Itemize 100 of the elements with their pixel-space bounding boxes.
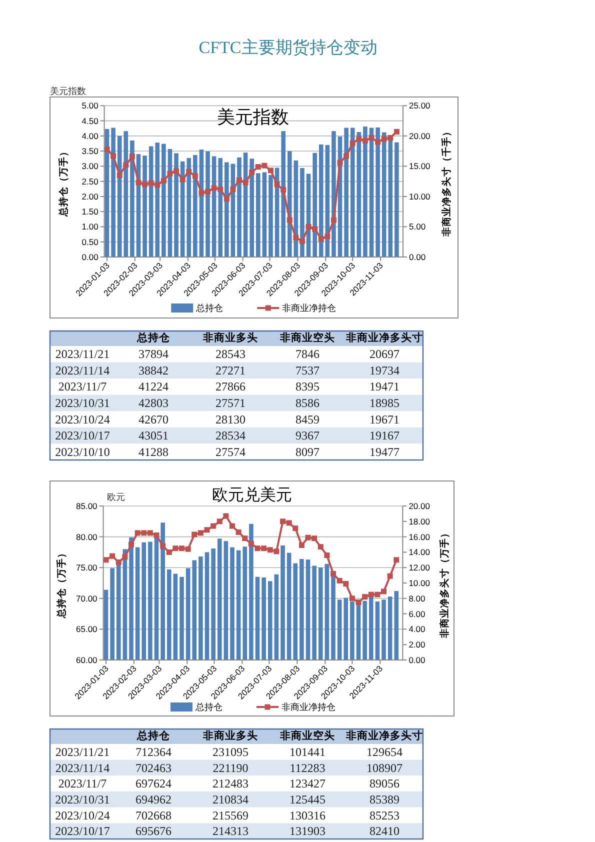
data-label: 702668 — [136, 808, 172, 822]
chart-title: 美元指数 — [217, 107, 289, 127]
data-label: 101441 — [290, 744, 326, 759]
legend-label: 非商业净持仓 — [282, 303, 336, 313]
y-tick-label: 2023/11/14 — [55, 363, 110, 378]
point — [293, 234, 299, 240]
point — [103, 557, 109, 563]
y-tick-label: 2023/11/21 — [55, 744, 110, 759]
y-tick-label: 3.00 — [82, 161, 99, 172]
point — [336, 578, 342, 584]
data-label: 85253 — [370, 808, 400, 822]
data-label: 19671 — [370, 412, 400, 426]
point — [349, 596, 355, 602]
chart-title: 欧元兑美元 — [212, 486, 292, 504]
point — [305, 534, 311, 540]
data-label: 89056 — [370, 776, 400, 791]
point — [324, 234, 330, 240]
y-tick-label: 2023/11/7 — [58, 776, 107, 791]
data-label: 221190 — [212, 760, 248, 775]
y-tick-label: 65.00 — [76, 624, 98, 634]
bar — [350, 128, 355, 257]
y-tick-label: 80.00 — [76, 532, 98, 542]
data-label: 694962 — [136, 792, 172, 806]
bar — [111, 128, 116, 257]
data-label: 20697 — [370, 347, 400, 362]
data-label: 214313 — [212, 824, 248, 838]
point — [160, 543, 166, 549]
y-tick-label: 2023/10/24 — [55, 808, 110, 822]
point — [280, 518, 286, 524]
point — [192, 532, 198, 538]
x-tick-label: 非商业多头 — [202, 729, 258, 742]
y2-axis-title: 非商业净多头寸（万手） — [438, 528, 450, 639]
point — [286, 520, 292, 526]
data-label: 112283 — [290, 760, 326, 775]
legend-label: 非商业净持仓 — [282, 702, 336, 712]
y-axis-title: 总持仓（万手） — [56, 548, 68, 619]
point — [394, 557, 400, 563]
x-tick-label: 非商业空头 — [279, 729, 335, 742]
point — [381, 136, 387, 142]
point — [180, 176, 186, 182]
y-tick-label: 60.00 — [76, 655, 98, 665]
point — [116, 559, 122, 565]
point — [204, 527, 210, 533]
y2-tick-label: 10.00 — [409, 191, 431, 202]
y2-tick-label: 18.00 — [408, 516, 430, 526]
point — [267, 547, 273, 553]
point — [123, 162, 129, 168]
data-label: 42670 — [138, 412, 168, 426]
y2-tick-label: 15.00 — [409, 161, 431, 172]
point — [236, 177, 242, 183]
point — [344, 153, 350, 159]
data-label: 37894 — [138, 347, 168, 362]
point — [122, 554, 128, 560]
point — [268, 168, 274, 174]
point — [172, 546, 178, 552]
point — [205, 188, 211, 194]
bar — [155, 142, 160, 257]
bar — [237, 157, 242, 257]
bar — [394, 142, 399, 257]
data-label: 41224 — [138, 380, 168, 394]
point — [280, 187, 286, 193]
data-label: 108907 — [366, 760, 402, 775]
point — [192, 173, 198, 179]
point — [292, 526, 298, 532]
point — [248, 540, 254, 546]
x-tick-label: 非商业多头 — [202, 331, 258, 344]
y-tick-label: 2023/11/21 — [55, 347, 110, 362]
data-label: 38842 — [138, 363, 168, 378]
point — [298, 542, 304, 548]
point — [337, 160, 343, 166]
bar — [193, 155, 198, 257]
point — [387, 573, 393, 579]
point — [179, 546, 185, 552]
point — [375, 139, 381, 145]
point — [141, 530, 147, 536]
bar — [256, 173, 260, 257]
y2-tick-label: 20.00 — [409, 130, 431, 141]
bar — [281, 131, 286, 257]
data-label: 9367 — [296, 428, 320, 443]
bar — [206, 151, 210, 257]
x-tick-label: 非商业净多头寸 — [345, 729, 423, 742]
y2-tick-label: 10.00 — [408, 578, 430, 588]
legend-label: 总持仓 — [195, 303, 224, 313]
bar — [287, 151, 292, 257]
point — [368, 135, 374, 141]
y-tick-label: 3.50 — [82, 146, 99, 156]
y-tick-label: 5.00 — [82, 100, 99, 111]
data-label: 123427 — [290, 776, 326, 791]
point — [356, 136, 362, 142]
point — [388, 135, 394, 141]
y-tick-label: 2.50 — [82, 176, 99, 186]
point — [350, 140, 356, 146]
y-tick-label: 1.00 — [82, 222, 99, 232]
y2-tick-label: 20.00 — [408, 501, 430, 511]
y-tick-label: 85.00 — [76, 501, 98, 511]
point — [185, 546, 191, 552]
data-label: 19471 — [370, 380, 400, 394]
bar — [300, 168, 304, 257]
point — [274, 548, 280, 554]
bar — [376, 127, 380, 257]
